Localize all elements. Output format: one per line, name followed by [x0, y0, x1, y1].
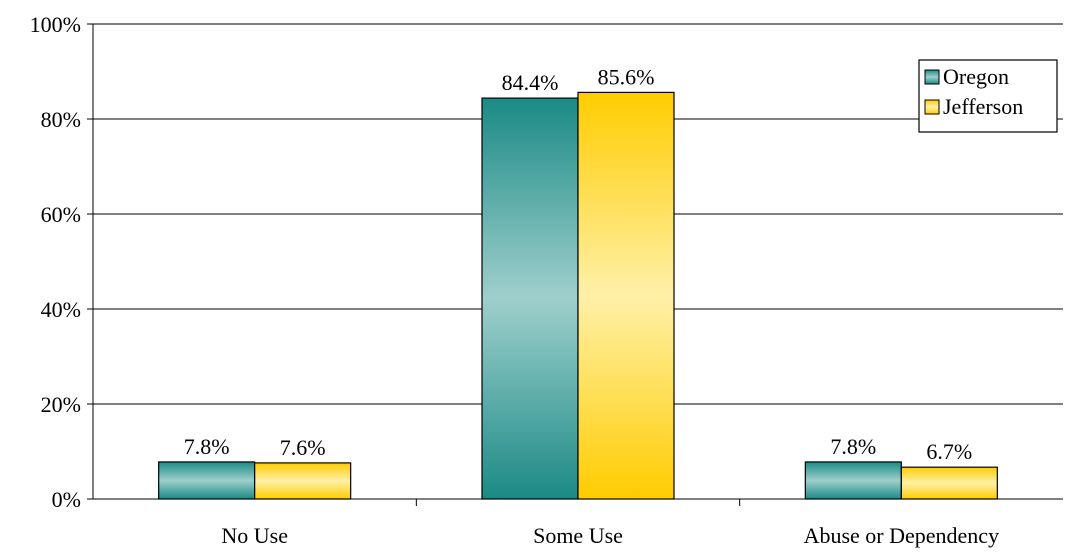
y-tick-label: 20%	[41, 392, 81, 417]
data-labels: 7.8% 84.4% 7.8% 7.6% 85.6% 6.7%	[184, 64, 972, 464]
bar-oregon	[158, 461, 256, 500]
y-tick-label: 40%	[41, 297, 81, 322]
data-label: 85.6%	[598, 64, 655, 89]
bar-oregon	[804, 461, 902, 500]
x-tick-label: Abuse or Dependency	[804, 523, 1000, 548]
bars	[158, 91, 998, 500]
x-tick-label: Some Use	[533, 523, 623, 548]
legend-box	[918, 59, 1058, 133]
legend: Oregon Jefferson	[918, 59, 1058, 133]
x-tick-label: No Use	[221, 523, 288, 548]
legend-swatch-oregon	[924, 69, 940, 85]
legend-swatch-jefferson	[924, 99, 940, 115]
legend-label: Jefferson	[943, 94, 1023, 119]
y-tick-label: 0%	[52, 487, 81, 512]
data-label: 6.7%	[926, 439, 972, 464]
bar-jefferson	[254, 462, 352, 500]
data-label: 84.4%	[502, 70, 559, 95]
y-tick-label: 80%	[41, 107, 81, 132]
bar-oregon	[481, 97, 579, 500]
y-tick-label: 100%	[30, 12, 81, 37]
data-label: 7.8%	[184, 434, 230, 459]
y-tick-label: 60%	[41, 202, 81, 227]
bar-jefferson	[577, 91, 675, 500]
data-label: 7.8%	[830, 434, 876, 459]
legend-label: Oregon	[943, 64, 1009, 89]
data-label: 7.6%	[280, 435, 326, 460]
bar-jefferson	[900, 466, 998, 500]
